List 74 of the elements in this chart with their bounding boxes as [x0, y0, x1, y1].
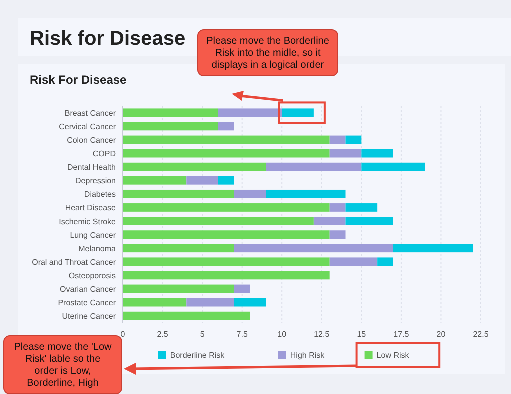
bar: [234, 244, 394, 253]
bar: [346, 136, 362, 144]
bar: [123, 284, 234, 294]
bar: [234, 298, 266, 307]
y-tick-label: Lung Cancer: [70, 230, 116, 240]
x-tick-label: 0: [120, 330, 126, 339]
y-tick-label: Osteoporosis: [68, 271, 116, 280]
bar: [234, 190, 266, 198]
bar: [330, 204, 346, 212]
y-tick-label: Uterine Cancer: [62, 312, 116, 322]
y-tick-label: Depression: [76, 176, 116, 186]
x-tick-label: 12.5: [314, 330, 330, 339]
legend-label: Low Risk: [376, 351, 410, 360]
y-tick-label: Ovarian Cancer: [60, 285, 116, 294]
x-tick-label: 10: [278, 330, 288, 339]
y-tick-label: Breast Cancer: [64, 108, 116, 118]
x-tick-label: 20: [436, 330, 446, 339]
x-tick-label: 5: [200, 330, 206, 339]
bar: [330, 258, 378, 266]
bar: [330, 136, 346, 144]
bar: [346, 204, 378, 212]
y-tick-label: Prostate Cancer: [58, 298, 116, 308]
y-tick-label: Heart Disease: [65, 204, 117, 213]
x-tick-label: 22.5: [473, 330, 490, 339]
legend-label: Borderline Risk: [170, 351, 226, 360]
y-tick-label: Colon Cancer: [67, 136, 116, 145]
bar: [362, 149, 394, 158]
y-tick-label: Cervical Cancer: [59, 122, 116, 132]
bar: [218, 122, 234, 131]
chart-title: Risk for Disease: [30, 28, 186, 50]
bar: [123, 230, 330, 240]
bar: [123, 298, 187, 307]
bar: [123, 244, 234, 253]
bar: [218, 176, 234, 185]
x-tick-label: 7.5: [236, 330, 248, 339]
text: Please move the 'Low Risk' lable so the order is Low, Borderline, High: [14, 342, 113, 389]
bar: [266, 162, 362, 172]
y-tick-label: Melanoma: [78, 244, 117, 254]
x-tick-label: 17.5: [394, 330, 410, 339]
bar: [362, 162, 426, 172]
bar: [123, 108, 218, 118]
bar: [123, 122, 218, 131]
legend-label: High Risk: [290, 351, 326, 360]
bar: [330, 230, 346, 240]
x-tick-label: 2.5: [157, 330, 169, 339]
x-tick-label: 15: [357, 330, 367, 339]
bar: [266, 190, 346, 198]
bar: [123, 217, 314, 226]
bar: [393, 244, 474, 253]
bar: [123, 149, 330, 158]
y-tick-label: Ischemic Stroke: [59, 217, 117, 226]
bar: [378, 258, 394, 266]
bar: [123, 312, 250, 320]
bar: [186, 176, 218, 185]
y-tick-label: Dental Health: [68, 163, 116, 172]
chart-subtitle: Risk For Disease: [30, 73, 128, 87]
bar: [234, 284, 250, 294]
bar: [123, 190, 234, 198]
bar: [218, 108, 282, 118]
bar: [123, 136, 330, 144]
bar: [282, 108, 314, 118]
bar: [123, 271, 330, 280]
y-tick-label: COPD: [92, 150, 116, 159]
bar: [346, 217, 394, 226]
bar: [123, 162, 266, 172]
bar: [123, 176, 187, 185]
bar: [186, 298, 234, 307]
bar: [330, 149, 362, 158]
bar: [123, 258, 330, 266]
bar: [314, 217, 346, 226]
y-tick-label: Diabetes: [84, 190, 116, 200]
text: Please move the Borderline Risk into the midle, so it displays in a logical order: [206, 36, 330, 71]
y-tick-label: Oral and Throat Cancer: [32, 258, 116, 267]
bar: [123, 204, 330, 212]
